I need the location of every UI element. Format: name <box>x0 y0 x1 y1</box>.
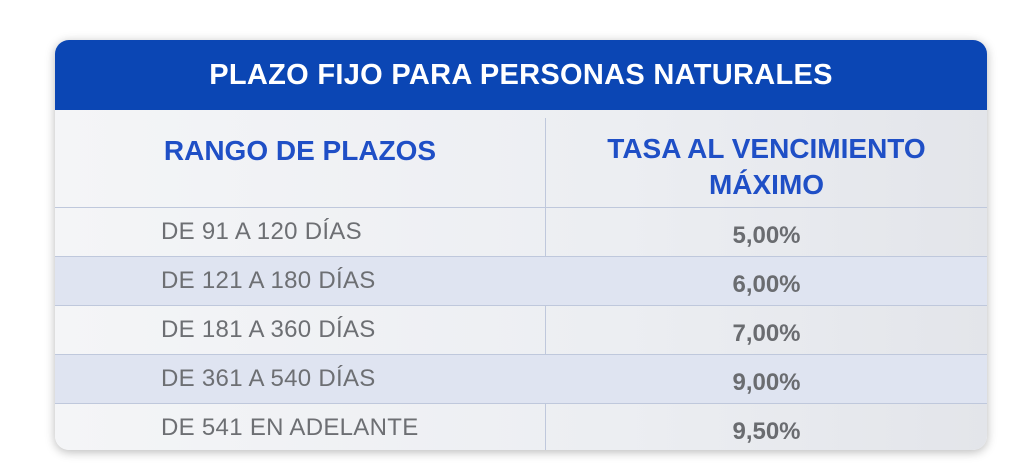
row-range: DE 361 A 540 DÍAS <box>161 365 376 392</box>
row-rate: 9,50% <box>732 418 801 445</box>
header-rate-line1: TASA AL VENCIMIENTO <box>607 133 926 164</box>
header-rate: TASA AL VENCIMIENTO MÁXIMO <box>546 131 987 203</box>
rates-table-card: PLAZO FIJO PARA PERSONAS NATURALES RANGO… <box>55 40 987 450</box>
row-rate: 5,00% <box>732 222 801 249</box>
row-rate: 7,00% <box>732 320 801 347</box>
row-rate: 9,00% <box>732 369 801 396</box>
table-title: PLAZO FIJO PARA PERSONAS NATURALES <box>209 58 833 91</box>
table-row: DE 361 A 540 DÍAS 9,00% <box>55 355 987 404</box>
row-range: DE 541 EN ADELANTE <box>161 414 419 441</box>
header-rate-line2: MÁXIMO <box>708 169 825 200</box>
row-range: DE 181 A 360 DÍAS <box>161 316 376 343</box>
table-row: DE 541 EN ADELANTE 9,50% <box>55 404 987 450</box>
row-rate: 6,00% <box>732 271 801 298</box>
header-range: RANGO DE PLAZOS <box>55 133 545 169</box>
table-row: DE 121 A 180 DÍAS 6,00% <box>55 257 987 306</box>
row-range: DE 121 A 180 DÍAS <box>161 267 376 294</box>
table-title-bar: PLAZO FIJO PARA PERSONAS NATURALES <box>55 40 987 110</box>
table-header-row <box>55 110 987 208</box>
table-row: DE 181 A 360 DÍAS 7,00% <box>55 306 987 355</box>
row-range: DE 91 A 120 DÍAS <box>161 218 362 245</box>
table-row: DE 91 A 120 DÍAS 5,00% <box>55 208 987 257</box>
header-range-label: RANGO DE PLAZOS <box>163 135 437 166</box>
